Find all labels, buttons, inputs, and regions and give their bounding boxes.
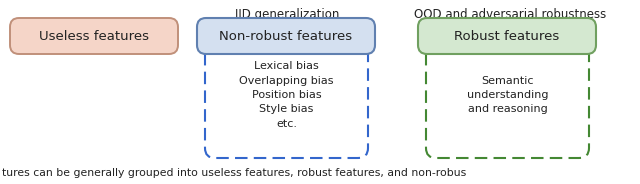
FancyBboxPatch shape [205, 30, 368, 158]
Text: tures can be generally grouped into useless features, robust features, and non-r: tures can be generally grouped into usel… [2, 168, 467, 178]
FancyBboxPatch shape [418, 18, 596, 54]
Text: Semantic
understanding
and reasoning: Semantic understanding and reasoning [467, 76, 548, 114]
FancyBboxPatch shape [426, 30, 589, 158]
FancyBboxPatch shape [10, 18, 178, 54]
Text: Lexical bias
Overlapping bias
Position bias
Style bias
etc.: Lexical bias Overlapping bias Position b… [239, 61, 333, 129]
Text: IID generalization: IID generalization [235, 8, 339, 21]
Text: Robust features: Robust features [454, 29, 559, 43]
FancyBboxPatch shape [197, 18, 375, 54]
Text: OOD and adversarial robustness: OOD and adversarial robustness [414, 8, 606, 21]
Text: Useless features: Useless features [39, 29, 149, 43]
Text: Non-robust features: Non-robust features [220, 29, 353, 43]
